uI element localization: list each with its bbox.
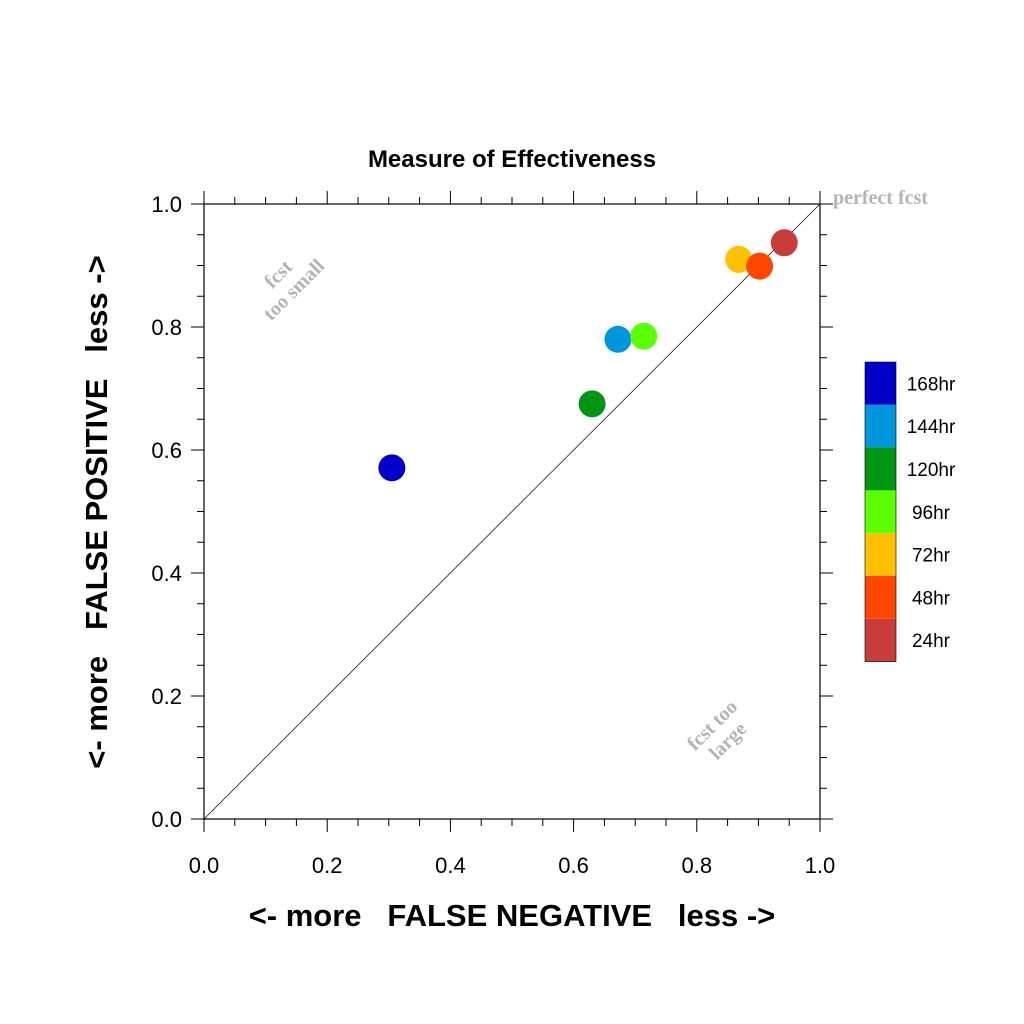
y-tick-label: 0.4 [151, 561, 182, 586]
legend-label-144hr: 144hr [907, 417, 956, 438]
legend-label-24hr: 24hr [912, 631, 951, 652]
y-tick-label: 0.0 [151, 807, 182, 832]
x-tick-label: 0.2 [312, 853, 343, 878]
legend-swatch-72hr [865, 533, 896, 576]
legend-frame [864, 361, 897, 662]
data-point-24hr [770, 229, 798, 257]
x-tick-label: 1.0 [805, 853, 836, 878]
diagonal-reference-line [203, 203, 821, 820]
x-axis-label: <- more FALSE NEGATIVE less -> [249, 898, 776, 933]
x-tick-label: 0.4 [435, 853, 466, 878]
legend-label-96hr: 96hr [912, 503, 951, 524]
data-point-144hr [604, 325, 632, 353]
y-axis-label: <- more FALSE POSITIVE less -> [79, 255, 114, 768]
legend-swatch-168hr [865, 362, 896, 405]
data-point-168hr [378, 454, 406, 482]
legend: 168hr 144hr 120hr 96hr 72hr 48hr 24hr [864, 361, 956, 662]
legend-swatch-48hr [865, 576, 896, 619]
legend-label-120hr: 120hr [907, 460, 956, 481]
x-tick-label: 0.0 [189, 853, 220, 878]
y-tick-label: 0.2 [151, 684, 182, 709]
annotation-too-small-line2: too small [259, 255, 329, 325]
data-point-120hr [578, 390, 606, 418]
y-tick-label: 0.6 [151, 438, 182, 463]
data-point-96hr [630, 322, 658, 350]
legend-swatch-96hr [865, 490, 896, 534]
plot-area: 0.0 0.2 0.4 0.6 0.8 1.0 0.0 0.2 0.4 0.6 0.8 1.0 [151, 191, 835, 878]
y-tick-label: 0.8 [151, 315, 182, 340]
annotation-too-large: fcst too large [683, 696, 751, 764]
legend-label-48hr: 48hr [912, 588, 951, 609]
x-tick-label: 0.6 [558, 853, 589, 878]
data-point-72hr [725, 245, 753, 273]
legend-label-72hr: 72hr [912, 546, 951, 567]
annotation-perfect-fcst: perfect fcst [833, 187, 928, 209]
legend-swatch-144hr [865, 404, 896, 448]
y-tick-label: 1.0 [151, 192, 182, 217]
legend-swatch-120hr [865, 447, 896, 491]
legend-label-168hr: 168hr [907, 374, 956, 395]
chart-title: Measure of Effectiveness [368, 146, 656, 173]
legend-swatch-24hr [865, 618, 896, 662]
data-point-48hr [746, 252, 774, 280]
x-tick-label: 0.8 [682, 853, 713, 878]
annotation-too-small: fcst too small [259, 255, 329, 325]
